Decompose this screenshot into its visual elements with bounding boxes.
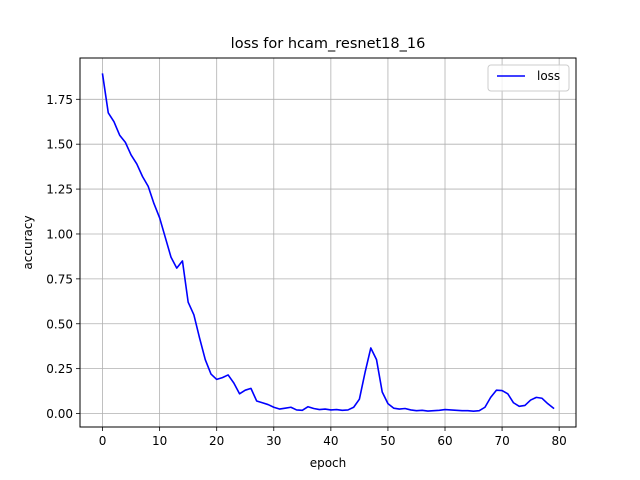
series-line-loss [101, 73, 555, 413]
x-tick-label: 70 [494, 434, 509, 448]
legend-label-loss: loss [537, 69, 560, 83]
series-layer [101, 73, 555, 413]
x-tick-label: 80 [552, 434, 567, 448]
y-tick-label: 1.25 [46, 183, 73, 197]
plot-area-frame [79, 57, 577, 428]
grid-lines [80, 58, 576, 427]
y-tick-label: 0.00 [46, 407, 73, 421]
y-tick-label: 0.50 [46, 317, 73, 331]
legend: loss [487, 64, 570, 92]
y-tick-label: 1.75 [46, 93, 73, 107]
x-axis-label: epoch [310, 456, 347, 470]
y-tick-label: 1.00 [46, 227, 73, 241]
x-tick-label: 40 [323, 434, 338, 448]
y-tick-label: 1.50 [46, 138, 73, 152]
y-tick-label: 0.25 [46, 362, 73, 376]
x-tick-label: 50 [380, 434, 395, 448]
y-axis-label: accuracy [21, 215, 35, 269]
x-tick-label: 20 [209, 434, 224, 448]
chart-title: loss for hcam_resnet18_16 [231, 36, 426, 52]
legend-box [487, 64, 570, 92]
x-tick-label: 0 [99, 434, 107, 448]
x-tick-label: 30 [266, 434, 281, 448]
y-tick-label: 0.75 [46, 272, 73, 286]
axis-ticks: 0 10 20 30 40 50 60 70 80 0.00 0.25 0.50 0.75 1.00 1.2… [46, 93, 567, 448]
x-tick-label: 10 [152, 434, 167, 448]
x-tick-label: 60 [437, 434, 452, 448]
